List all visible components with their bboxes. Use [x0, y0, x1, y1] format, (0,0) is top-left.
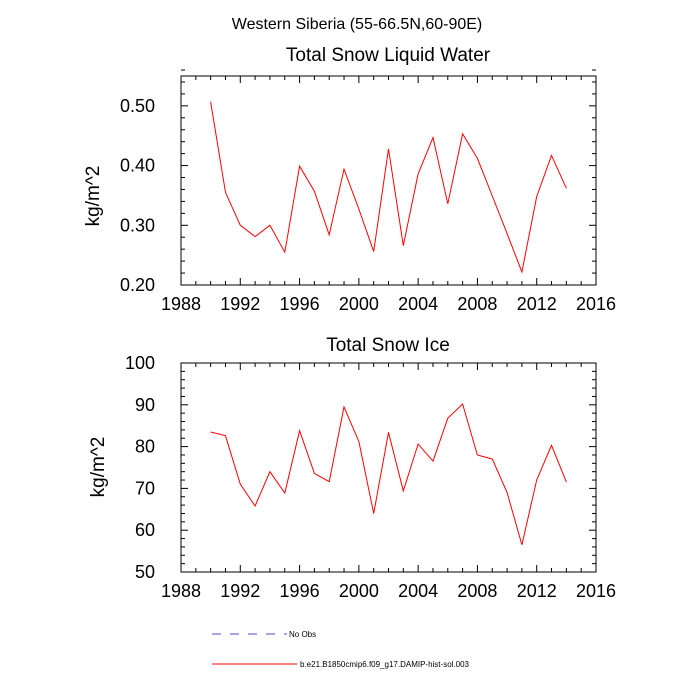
- snow-liquid-water-x-tick-label: 2016: [576, 294, 616, 314]
- snow-ice-y-tick-label: 50: [135, 562, 155, 582]
- snow-liquid-water-y-tick-label: 0.20: [120, 275, 155, 295]
- snow-liquid-water-x-tick-label: 2012: [517, 294, 557, 314]
- snow-ice-model-line: [210, 403, 567, 545]
- snow-liquid-water-x-tick-label: 1988: [161, 294, 201, 314]
- snow-liquid-water-tick-labels: 1988 1992 1996 2000 2004 2008 2012 2016 0.20 0.30…: [120, 96, 616, 314]
- snow-ice-y-label: kg/m^2: [88, 437, 109, 498]
- snow-ice-y-tick-label: 80: [135, 437, 155, 457]
- snow-ice-tick-labels: 1988 1992 1996 2000 2004 2008 2012 2016 50 60 70 80…: [125, 353, 616, 601]
- snow-ice-x-tick-label: 1992: [220, 581, 260, 601]
- snow-ice-x-tick-label: 2008: [457, 581, 497, 601]
- snow-ice-x-tick-label: 2004: [398, 581, 438, 601]
- snow-liquid-water-x-tick-label: 2004: [398, 294, 438, 314]
- snow-ice-y-tick-label: 100: [125, 353, 155, 373]
- snow-liquid-water-y-tick-label: 0.40: [120, 156, 155, 176]
- snow-liquid-water-y-label: kg/m^2: [83, 166, 104, 227]
- snow-liquid-water-panel: Total Snow Liquid Water kg/m^2 1988 1992 1…: [83, 45, 616, 314]
- snow-liquid-water-plot-frame: [180, 75, 597, 286]
- snow-liquid-water-y-tick-label: 0.30: [120, 215, 155, 235]
- snow-ice-x-tick-label: 1988: [161, 581, 201, 601]
- snow-ice-x-tick-label: 2000: [339, 581, 379, 601]
- snow-liquid-water-series: [210, 101, 567, 274]
- snow-liquid-water-x-tick-label: 2008: [457, 294, 497, 314]
- legend: No Obs b.e21.B1850cmip6.f09_g17.DAMIP-hi…: [212, 630, 470, 669]
- snow-liquid-water-x-tick-label: 1996: [280, 294, 320, 314]
- snow-liquid-water-x-tick-label: 1992: [220, 294, 260, 314]
- snow-liquid-water-y-tick-label: 0.50: [120, 96, 155, 116]
- figure-title: Western Siberia (55-66.5N,60-90E): [232, 16, 483, 33]
- snow-ice-y-tick-label: 70: [135, 478, 155, 498]
- snow-ice-ticks: [180, 362, 597, 573]
- snow-ice-x-tick-label: 2016: [576, 581, 616, 601]
- snow-ice-x-tick-label: 2012: [517, 581, 557, 601]
- legend-model-label: b.e21.B1850cmip6.f09_g17.DAMIP-hist-sol.…: [300, 660, 470, 669]
- legend-obs-label: No Obs: [289, 630, 316, 639]
- snow-ice-x-tick-label: 1996: [280, 581, 320, 601]
- snow-ice-plot-frame: [180, 362, 597, 573]
- snow-liquid-water-model-line: [210, 101, 567, 274]
- snow-liquid-water-x-tick-label: 2000: [339, 294, 379, 314]
- snow-ice-y-tick-label: 90: [135, 395, 155, 415]
- snow-ice-title: Total Snow Ice: [326, 335, 450, 356]
- snow-ice-series: [210, 403, 567, 545]
- snow-ice-y-tick-label: 60: [135, 520, 155, 540]
- snow-liquid-water-title: Total Snow Liquid Water: [286, 45, 491, 66]
- snow-liquid-water-ticks: [180, 69, 597, 286]
- snow-ice-panel: Total Snow Ice kg/m^2 1988 1992 1996 2000 20…: [88, 335, 616, 601]
